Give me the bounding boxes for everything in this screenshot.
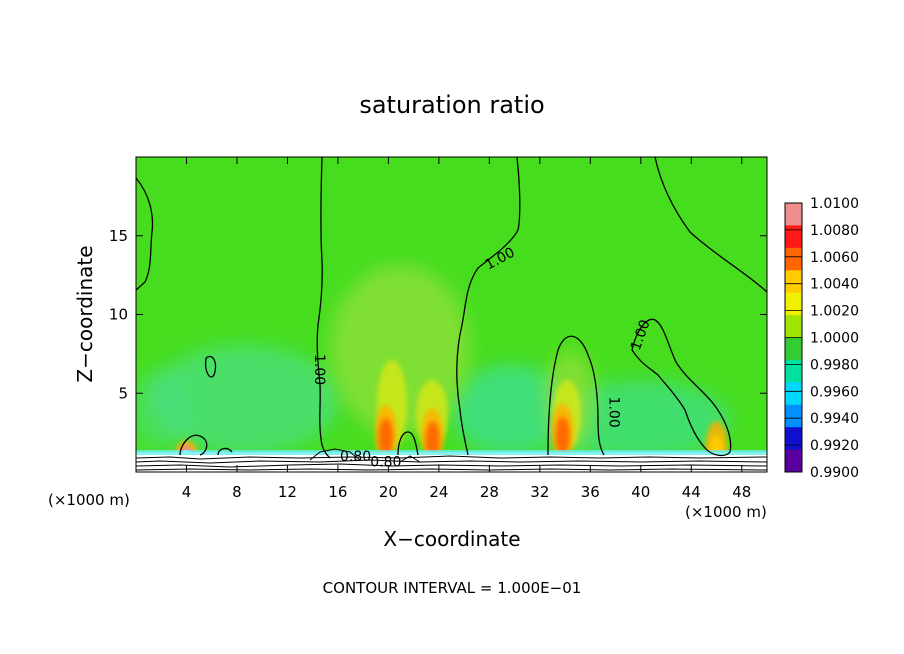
- y-axis-label: Z−coordinate: [73, 245, 97, 382]
- colorbar-swatch: [785, 427, 802, 451]
- surface-band: [136, 452, 767, 472]
- contour-line-small-x4: [179, 434, 208, 456]
- colorbar-label: 1.0000: [810, 331, 859, 347]
- plot-area: 1.001.001.001.000.80 0.80 4 8 12 16 20 24 28 32 3…: [109, 156, 768, 501]
- field-region-cyan: [450, 365, 570, 455]
- colorbar-label: 0.9960: [810, 384, 859, 400]
- contour-lines: [136, 157, 767, 459]
- colorbar-label: 1.0080: [810, 223, 859, 239]
- contour-label: 1.00: [605, 397, 621, 428]
- contour-line-small-x8: [217, 447, 233, 456]
- colorbar-swatch: [785, 292, 802, 316]
- colorbar-swatch: [785, 225, 802, 249]
- field-region-cyan: [150, 345, 340, 455]
- x-axis-label: X−coordinate: [383, 527, 520, 551]
- colorbar-label: 0.9920: [810, 438, 859, 454]
- colorbar-label: 0.9980: [810, 357, 859, 373]
- colorbar-swatch: [785, 382, 802, 406]
- y-tick-label: 5: [118, 384, 128, 402]
- colorbar-label: 1.0100: [810, 196, 859, 212]
- contour-line-cell-34: [547, 335, 605, 456]
- colorbar-swatch: [785, 337, 802, 361]
- colorbar-label: 0.9900: [810, 465, 859, 481]
- colorbar-label: 1.0040: [810, 277, 859, 293]
- contour-line-cell-42: [631, 318, 732, 457]
- y-tick-label: 15: [109, 227, 128, 245]
- colorbar-swatch: [785, 315, 802, 338]
- x-unit-label: (×1000 m): [48, 491, 130, 509]
- x-tick-label: 40: [631, 483, 650, 501]
- hotspot-core: [555, 416, 570, 455]
- chart-title: saturation ratio: [359, 91, 544, 119]
- colorbar: 1.0100 1.0080 1.0060 1.0040 1.0020 1.0000 0.99…: [784, 196, 859, 481]
- contour-line-left-edge: [136, 177, 154, 291]
- x-tick-label: 8: [232, 483, 242, 501]
- x-tick-label: 16: [328, 483, 347, 501]
- y-unit-label: (×1000 m): [685, 503, 767, 521]
- x-tick-label: 24: [429, 483, 448, 501]
- field-region-cyan: [136, 370, 190, 450]
- colorbar-label: 1.0060: [810, 250, 859, 266]
- colorbar-swatch: [785, 359, 802, 383]
- contour-label: 1.00: [311, 354, 327, 385]
- x-tick-label: 20: [379, 483, 398, 501]
- x-tick-label: 32: [530, 483, 549, 501]
- hotspot-core: [378, 418, 393, 457]
- contour-line-column-28: [456, 157, 521, 456]
- x-tick-label: 48: [732, 483, 751, 501]
- y-tick-label: 10: [109, 306, 128, 324]
- x-tick-label: 12: [278, 483, 297, 501]
- x-tick-label: 44: [682, 483, 701, 501]
- contour-interval-note: CONTOUR INTERVAL = 1.000E−01: [323, 579, 582, 597]
- contour-line-column-16: [316, 157, 331, 459]
- colorbar-swatch: [785, 247, 802, 271]
- colorbar-swatch: [785, 270, 802, 294]
- x-tick-label: 4: [182, 483, 192, 501]
- contour-line-small-x22: [397, 431, 419, 456]
- contour-label: 0.80: [340, 449, 371, 465]
- surface-cyan-fringe: [136, 450, 767, 455]
- x-tick-label: 28: [480, 483, 499, 501]
- colorbar-swatch: [785, 449, 802, 473]
- colorbar-label: 1.0020: [810, 304, 859, 320]
- contour-line-right-top: [654, 157, 767, 293]
- colorbar-label: 0.9940: [810, 411, 859, 427]
- colorbar-swatch: [785, 203, 802, 226]
- contour-line-small-x6: [204, 355, 217, 378]
- contour-label: 0.80: [370, 454, 401, 470]
- surface-contour-lines: [136, 448, 767, 471]
- x-tick-label: 36: [581, 483, 600, 501]
- colorbar-swatch: [785, 404, 802, 428]
